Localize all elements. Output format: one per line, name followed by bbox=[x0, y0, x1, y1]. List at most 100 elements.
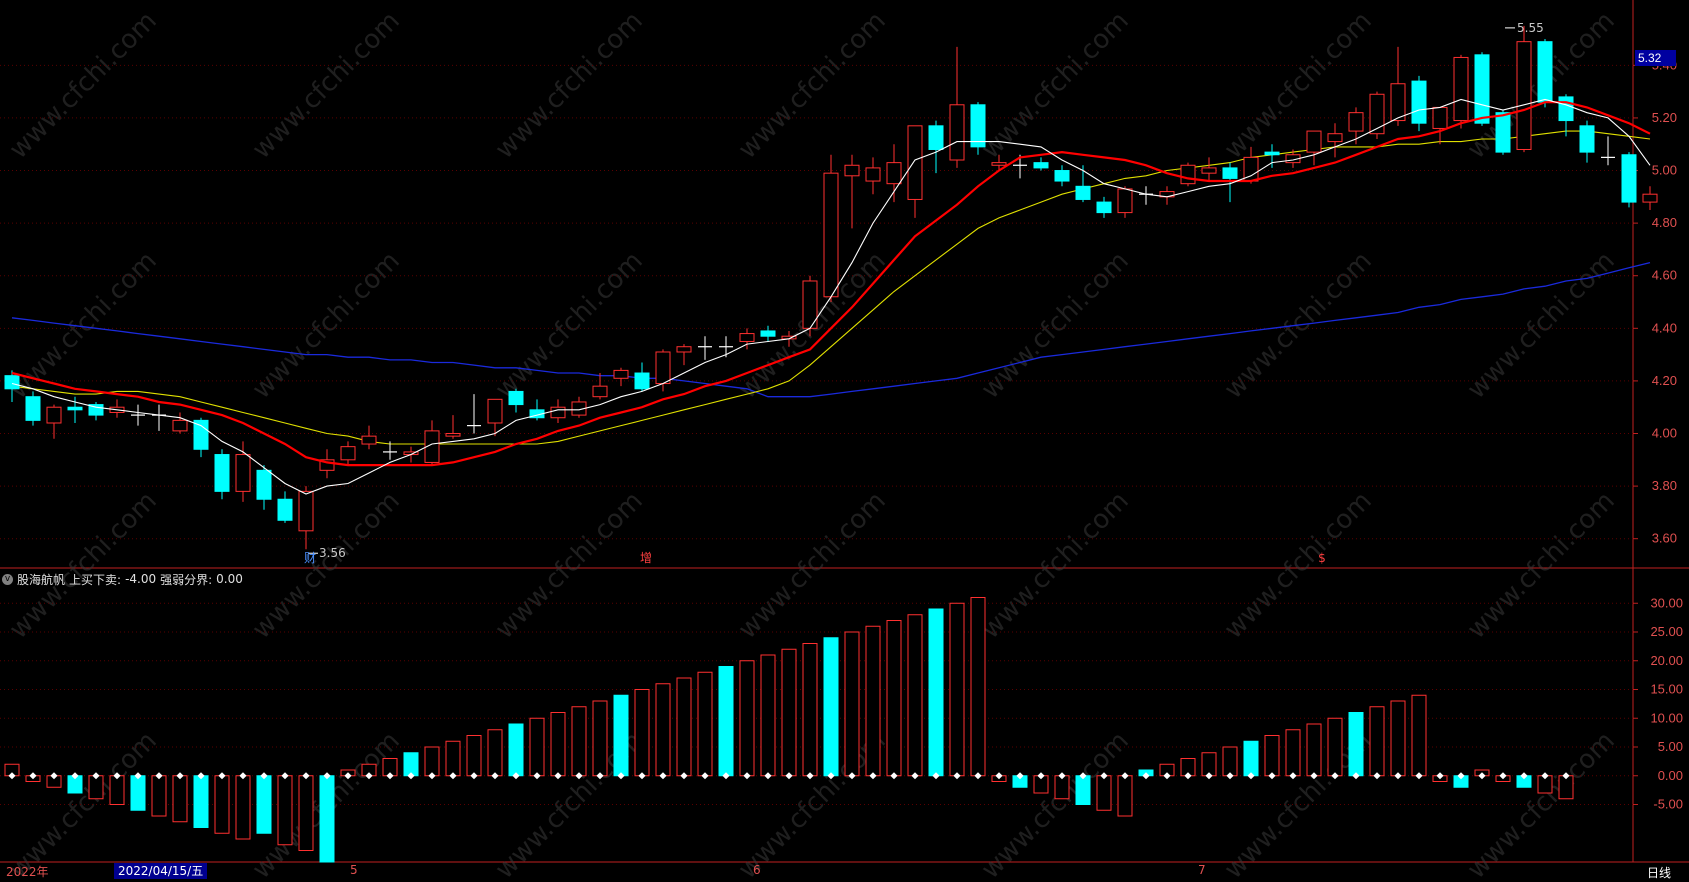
candle-body bbox=[214, 454, 230, 492]
candle-body bbox=[1033, 162, 1049, 169]
candle-body bbox=[991, 162, 1007, 166]
zero-diamond bbox=[449, 772, 457, 780]
indicator-bar bbox=[1369, 706, 1385, 777]
zero-diamond bbox=[50, 772, 58, 780]
indicator-bar bbox=[1327, 717, 1343, 777]
indicator-bar bbox=[949, 602, 965, 777]
indicator-tick-label: 0.00 bbox=[1658, 768, 1683, 783]
indicator-bar bbox=[193, 775, 209, 828]
ma60-line bbox=[11, 261, 1651, 398]
zero-diamond bbox=[386, 772, 394, 780]
candle-body bbox=[634, 372, 650, 390]
candle bbox=[25, 391, 41, 426]
candle bbox=[46, 404, 62, 439]
zero-diamond bbox=[1016, 772, 1024, 780]
indicator-bar bbox=[298, 775, 314, 851]
price-tick-label: 4.80 bbox=[1652, 215, 1677, 230]
collapse-icon[interactable]: v bbox=[2, 573, 13, 585]
indicator-bar bbox=[718, 666, 734, 777]
zero-diamond bbox=[722, 772, 730, 780]
indicator-bar bbox=[592, 700, 608, 777]
zero-diamond bbox=[512, 772, 520, 780]
candle-body bbox=[1369, 93, 1385, 135]
candle-body bbox=[1621, 154, 1637, 203]
candle-body bbox=[1474, 54, 1490, 124]
indicator-bar bbox=[1075, 775, 1091, 805]
zero-diamond bbox=[638, 772, 646, 780]
zero-diamond bbox=[71, 772, 79, 780]
indicator-title: v 股海航帆 上买下卖: -4.00 强弱分界: 0.00 bbox=[2, 571, 243, 587]
zero-diamond bbox=[113, 772, 121, 780]
indicator-bar bbox=[886, 620, 902, 777]
zero-diamond bbox=[281, 772, 289, 780]
indicator-bar bbox=[130, 775, 146, 811]
candle-body bbox=[1579, 125, 1595, 153]
candle bbox=[1222, 162, 1238, 203]
zero-diamond bbox=[470, 772, 478, 780]
price-tick-label: 3.80 bbox=[1652, 478, 1677, 493]
candle bbox=[802, 275, 818, 337]
indicator-bar bbox=[487, 729, 503, 777]
indicator-bar bbox=[550, 712, 566, 777]
zero-diamond bbox=[260, 772, 268, 780]
indicator-tick-label: -5.00 bbox=[1653, 797, 1683, 812]
zero-diamond bbox=[197, 772, 205, 780]
candle bbox=[214, 449, 230, 500]
price-tick-label: 4.00 bbox=[1652, 426, 1677, 441]
current-price-tag: 5.32 bbox=[1635, 50, 1676, 66]
zero-diamond bbox=[554, 772, 562, 780]
candle-body bbox=[319, 459, 335, 471]
candle-body bbox=[361, 435, 377, 445]
candle bbox=[970, 102, 986, 155]
candle-body bbox=[172, 419, 188, 432]
candle-body bbox=[1390, 83, 1406, 122]
candle-body bbox=[193, 419, 209, 450]
candle-body bbox=[1516, 41, 1532, 150]
zero-diamond bbox=[239, 772, 247, 780]
indicator-bar bbox=[1117, 775, 1133, 817]
candle-body bbox=[88, 404, 104, 416]
zero-diamond bbox=[932, 772, 940, 780]
candle-body bbox=[1558, 96, 1574, 122]
candle bbox=[1243, 146, 1259, 184]
indicator-bar bbox=[508, 723, 524, 777]
period-label[interactable]: 日线 bbox=[1646, 866, 1671, 880]
candle bbox=[719, 336, 733, 358]
candle-body bbox=[1075, 185, 1091, 200]
candle-body bbox=[445, 433, 461, 437]
event-marker-marker3: $ bbox=[1318, 551, 1326, 565]
year-label: 2022年 bbox=[6, 865, 49, 879]
zero-diamond bbox=[617, 772, 625, 780]
candle bbox=[256, 465, 272, 510]
zero-diamond bbox=[911, 772, 919, 780]
candle bbox=[865, 157, 881, 195]
indicator-bar bbox=[1390, 700, 1406, 777]
low-label: 3.56 bbox=[319, 546, 346, 560]
indicator-bar bbox=[676, 677, 692, 777]
indicator-bar bbox=[1285, 729, 1301, 777]
zero-diamond bbox=[869, 772, 877, 780]
indicator-tick-label: 10.00 bbox=[1650, 710, 1683, 725]
price-tick-label: 4.20 bbox=[1652, 373, 1677, 388]
indicator-bar bbox=[781, 648, 797, 777]
month-label-6: 6 bbox=[753, 863, 761, 877]
zero-diamond bbox=[764, 772, 772, 780]
candle-body bbox=[739, 333, 755, 342]
price-tick-label: 4.40 bbox=[1652, 320, 1677, 335]
indicator-bar bbox=[697, 671, 713, 777]
candle-body bbox=[928, 125, 944, 150]
zero-diamond bbox=[974, 772, 982, 780]
indicator-bar bbox=[928, 608, 944, 777]
indicator-bar bbox=[1222, 746, 1238, 777]
candle bbox=[676, 344, 692, 366]
event-marker-marker2: 增 bbox=[640, 551, 652, 565]
indicator-tick-label: 30.00 bbox=[1650, 595, 1683, 610]
candle-body bbox=[760, 330, 776, 337]
candle-body bbox=[277, 498, 293, 521]
candle-body bbox=[1096, 201, 1112, 214]
candle bbox=[698, 336, 712, 360]
indicator-bar bbox=[109, 775, 125, 805]
candle-body bbox=[550, 406, 566, 419]
indicator-bar bbox=[172, 775, 188, 823]
